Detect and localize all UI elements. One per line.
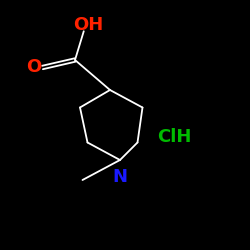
Text: N: N xyxy=(112,168,128,186)
Text: OH: OH xyxy=(74,16,104,34)
Text: ClH: ClH xyxy=(158,128,192,146)
Text: O: O xyxy=(26,58,42,76)
